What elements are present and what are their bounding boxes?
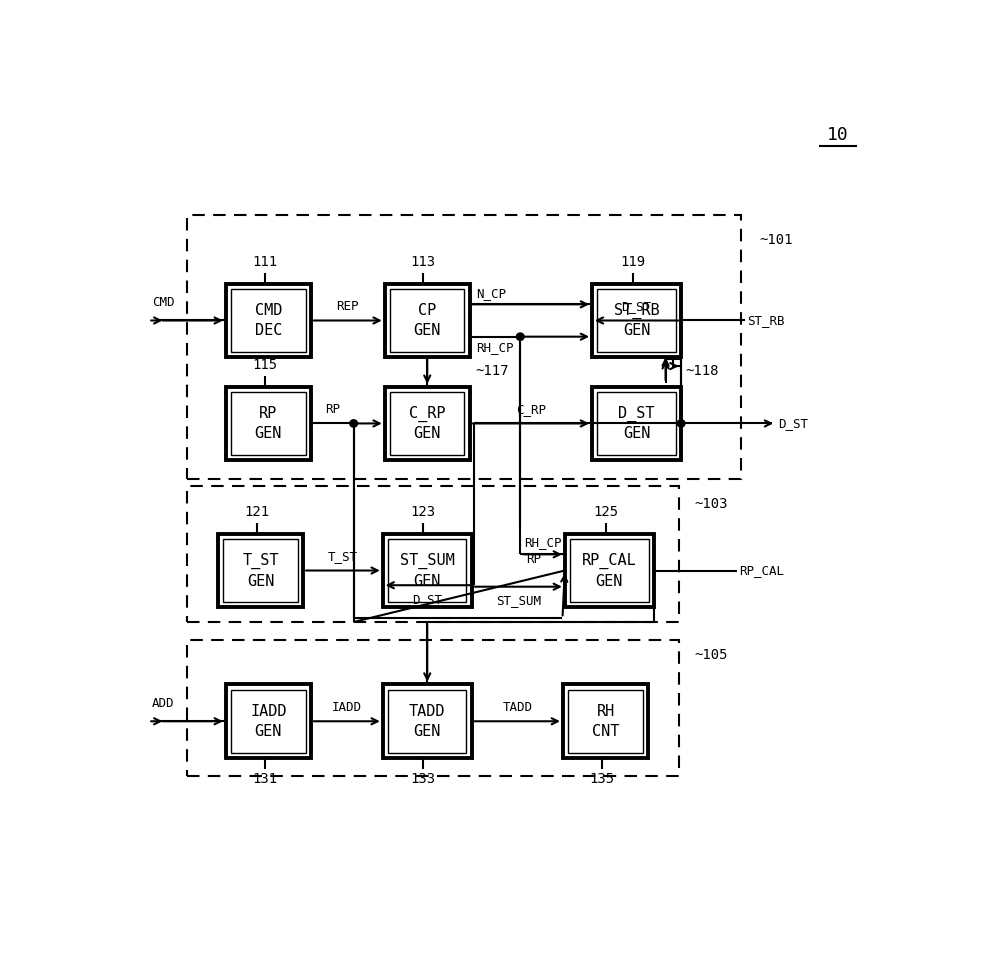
Text: RP_CAL: RP_CAL bbox=[740, 564, 785, 577]
Text: CP
GEN: CP GEN bbox=[414, 303, 441, 338]
Bar bbox=[383, 685, 472, 758]
Bar bbox=[383, 534, 472, 607]
Text: ST_SUM: ST_SUM bbox=[496, 594, 541, 607]
Bar bbox=[592, 284, 681, 357]
Text: IADD
GEN: IADD GEN bbox=[250, 704, 287, 738]
Text: TADD: TADD bbox=[502, 701, 532, 714]
Text: ~117: ~117 bbox=[476, 364, 509, 378]
Text: ~103: ~103 bbox=[695, 498, 728, 511]
Text: RH_CP: RH_CP bbox=[476, 341, 514, 354]
Bar bbox=[388, 539, 466, 603]
Text: C_RP
GEN: C_RP GEN bbox=[409, 406, 446, 441]
Bar bbox=[231, 288, 306, 352]
Circle shape bbox=[350, 420, 358, 427]
Bar bbox=[565, 534, 654, 607]
Bar bbox=[592, 387, 681, 460]
Text: RP: RP bbox=[325, 403, 340, 416]
Bar bbox=[388, 690, 466, 753]
Text: RP_CAL
GEN: RP_CAL GEN bbox=[582, 553, 637, 588]
Bar bbox=[570, 539, 649, 603]
Text: D_ST: D_ST bbox=[778, 417, 808, 430]
Text: ST_RB
GEN: ST_RB GEN bbox=[614, 303, 659, 338]
Text: D_ST
GEN: D_ST GEN bbox=[618, 406, 655, 441]
Circle shape bbox=[516, 333, 524, 340]
Text: N_CP: N_CP bbox=[476, 286, 506, 300]
Text: ~105: ~105 bbox=[695, 648, 728, 662]
Text: 131: 131 bbox=[252, 772, 277, 786]
Text: RH_CP: RH_CP bbox=[524, 536, 562, 549]
Text: ~101: ~101 bbox=[759, 233, 792, 246]
Bar bbox=[597, 392, 676, 456]
Bar bbox=[390, 288, 464, 352]
Text: 133: 133 bbox=[411, 772, 436, 786]
Bar bbox=[231, 690, 306, 753]
Bar bbox=[223, 539, 298, 603]
Text: 119: 119 bbox=[620, 255, 645, 269]
Bar bbox=[385, 387, 470, 460]
Text: 135: 135 bbox=[589, 772, 614, 786]
Text: IADD: IADD bbox=[332, 701, 362, 714]
Text: ST_RB: ST_RB bbox=[747, 314, 785, 327]
Text: 125: 125 bbox=[593, 505, 618, 519]
Text: 115: 115 bbox=[252, 358, 277, 372]
Bar bbox=[187, 486, 679, 622]
Text: 121: 121 bbox=[244, 505, 269, 519]
Text: 123: 123 bbox=[411, 505, 436, 519]
Text: RP
GEN: RP GEN bbox=[255, 406, 282, 441]
Text: C_RP: C_RP bbox=[516, 403, 546, 416]
Bar bbox=[226, 685, 311, 758]
Circle shape bbox=[677, 420, 685, 427]
Bar bbox=[226, 284, 311, 357]
Bar bbox=[385, 284, 470, 357]
Bar bbox=[563, 685, 648, 758]
Text: 111: 111 bbox=[252, 255, 277, 269]
Text: 113: 113 bbox=[411, 255, 436, 269]
Text: CMD
DEC: CMD DEC bbox=[255, 303, 282, 338]
Text: ~118: ~118 bbox=[685, 364, 718, 378]
Bar bbox=[568, 690, 643, 753]
Text: RP: RP bbox=[526, 553, 541, 566]
Bar bbox=[187, 215, 741, 478]
Bar bbox=[597, 288, 676, 352]
Text: REP: REP bbox=[337, 300, 359, 313]
Text: D_ST: D_ST bbox=[412, 592, 442, 605]
Text: CMD: CMD bbox=[152, 296, 175, 309]
Bar bbox=[218, 534, 303, 607]
Bar bbox=[390, 392, 464, 456]
Bar bbox=[231, 392, 306, 456]
Text: ST_SUM
GEN: ST_SUM GEN bbox=[400, 553, 455, 588]
Text: 10: 10 bbox=[827, 126, 849, 144]
Text: T_ST
GEN: T_ST GEN bbox=[242, 553, 279, 588]
Text: T_ST: T_ST bbox=[328, 550, 358, 563]
Bar bbox=[226, 387, 311, 460]
Text: ADD: ADD bbox=[152, 697, 175, 711]
Text: RH
CNT: RH CNT bbox=[592, 704, 619, 738]
Text: TADD
GEN: TADD GEN bbox=[409, 704, 446, 738]
Bar bbox=[187, 641, 679, 776]
Text: D_ST: D_ST bbox=[622, 300, 652, 313]
